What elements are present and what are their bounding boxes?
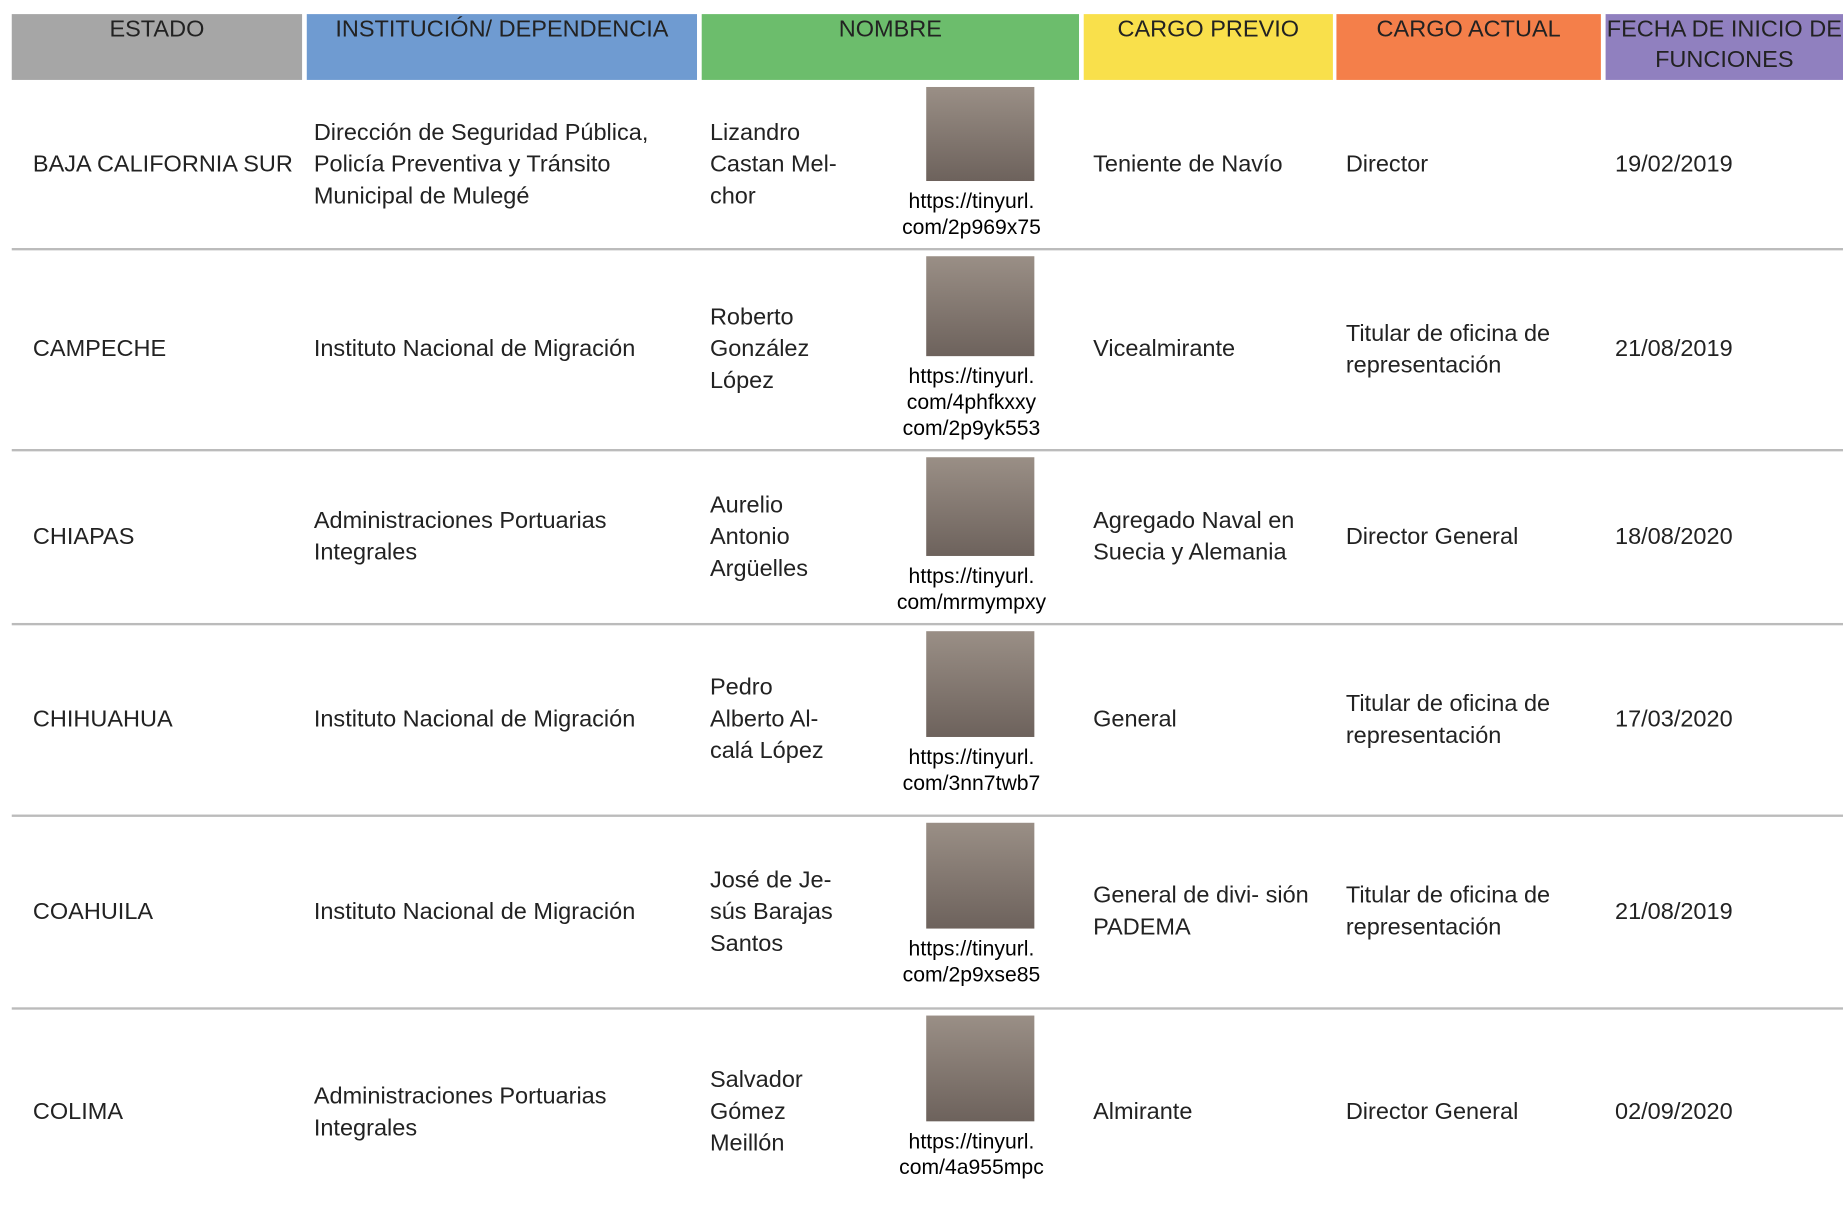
row-divider xyxy=(11,622,1843,626)
photo-link: com/2p969x75 xyxy=(902,215,1041,239)
institucion: Dirección de Seguridad Pública, Policía … xyxy=(313,119,649,209)
header-cell: INSTITUCIÓN/ DEPENDENCIA xyxy=(306,14,698,80)
cargo-actual: Director General xyxy=(1345,1098,1519,1125)
institucion: Instituto Nacional de Migración xyxy=(313,706,636,733)
name: Pedro Alberto Al-calá López xyxy=(702,624,864,816)
name-line: Santos xyxy=(709,930,784,957)
photo xyxy=(926,256,1035,357)
row-divider xyxy=(11,1007,1843,1010)
name-line: López xyxy=(709,367,775,394)
name-line: Gómez xyxy=(709,1098,786,1125)
header-cell: CARGO ACTUAL xyxy=(1336,14,1601,80)
row-divider xyxy=(11,449,1843,452)
name-line: González xyxy=(709,336,810,363)
cargo-previo: General xyxy=(1093,706,1177,733)
estado: COAHUILA xyxy=(32,898,154,925)
name-line: Alberto Al- xyxy=(709,706,819,733)
name: Salvador Gómez Meillón xyxy=(702,1008,864,1216)
institucion: Administraciones Portuarias Integrales xyxy=(313,507,607,566)
institucion: Instituto Nacional de Migración xyxy=(313,336,636,363)
row-divider xyxy=(11,248,1843,251)
cargo-actual: Titular de oficina de representación xyxy=(1345,320,1551,378)
photo xyxy=(926,457,1035,556)
cargo-previo: Almirante xyxy=(1093,1098,1193,1125)
name-line: José de Je- xyxy=(709,866,832,893)
cargo-actual: Director General xyxy=(1345,523,1519,550)
photo xyxy=(926,822,1035,929)
institucion: Administraciones Portuarias Integrales xyxy=(313,1083,607,1141)
name-line: Salvador xyxy=(709,1067,803,1094)
estado: CHIAPAS xyxy=(32,523,135,550)
name-line: calá López xyxy=(709,738,824,765)
header-cell: NOMBRE xyxy=(701,14,1080,80)
cargo-previo: Teniente de Navío xyxy=(1093,151,1283,177)
name-line: Pedro xyxy=(709,674,773,701)
header-cell: ESTADO xyxy=(11,14,303,80)
cargo-actual: Titular de oficina de representación xyxy=(1345,690,1551,749)
name-line: Argüelles xyxy=(709,555,808,582)
name-line: Roberto xyxy=(709,304,794,331)
fecha: 19/02/2019 xyxy=(1614,151,1733,177)
name: Aurelio Antonio Argüelles xyxy=(702,450,864,624)
fecha: 02/09/2020 xyxy=(1614,1098,1733,1125)
photo-link: com/4a955mpc xyxy=(899,1155,1044,1179)
photo-link: com/3nn7twb7 xyxy=(902,771,1041,795)
name-line: Lizandro xyxy=(709,119,801,146)
fecha: 18/08/2020 xyxy=(1614,523,1733,550)
name-line: Castan Mel- xyxy=(709,151,837,177)
photo-link: com/2p9yk553 xyxy=(902,416,1041,440)
fecha: 17/03/2020 xyxy=(1614,706,1733,733)
name-line: sús Barajas xyxy=(709,898,833,925)
name: Lizandro Castan Mel-chor xyxy=(702,80,864,249)
photo-link: https://tinyurl. xyxy=(908,745,1035,769)
photo-link: https://tinyurl. xyxy=(908,564,1035,588)
photo xyxy=(926,1015,1035,1122)
cargo-previo: General de divi- sión PADEMA xyxy=(1093,882,1309,941)
estado: COLIMA xyxy=(32,1098,124,1125)
cargo-previo: Agregado Naval en Suecia y Alemania xyxy=(1093,507,1295,566)
photo-link: https://tinyurl. xyxy=(908,936,1035,961)
photo xyxy=(926,86,1035,182)
estado: CHIHUAHUA xyxy=(32,706,173,733)
estado: CAMPECHE xyxy=(32,336,167,363)
cargo-actual: Director xyxy=(1345,151,1429,177)
institucion: Instituto Nacional de Migración xyxy=(313,898,636,925)
name: José de Je-sús Barajas Santos xyxy=(702,816,864,1009)
photo-link: https://tinyurl. xyxy=(908,1129,1035,1154)
photo-link: com/mrmympxy xyxy=(896,590,1047,614)
cargo-actual: Titular de oficina de representación xyxy=(1345,882,1551,941)
name-line: Antonio xyxy=(709,523,790,550)
photo-link: https://tinyurl. xyxy=(908,189,1035,213)
estado: BAJA CALIFORNIA SUR xyxy=(32,151,293,177)
row-divider xyxy=(11,814,1843,817)
photo xyxy=(926,631,1035,737)
cargo-previo: Vicealmirante xyxy=(1093,336,1236,363)
photo-link: com/2p9xse85 xyxy=(902,962,1041,987)
name-line: chor xyxy=(709,182,756,209)
fecha: 21/08/2019 xyxy=(1614,898,1733,925)
name-line: Aurelio xyxy=(709,491,784,518)
header-cell: CARGO PREVIO xyxy=(1083,14,1333,80)
header-cell: FECHA DE INICIO DE FUNCIONES xyxy=(1605,14,1843,80)
name-line: Meillón xyxy=(709,1130,785,1157)
photo-link: https://tinyurl. xyxy=(908,364,1035,388)
name: Roberto González López xyxy=(702,249,864,450)
fecha: 21/08/2019 xyxy=(1614,336,1733,363)
photo-link: com/4phfkxxy xyxy=(906,390,1037,414)
